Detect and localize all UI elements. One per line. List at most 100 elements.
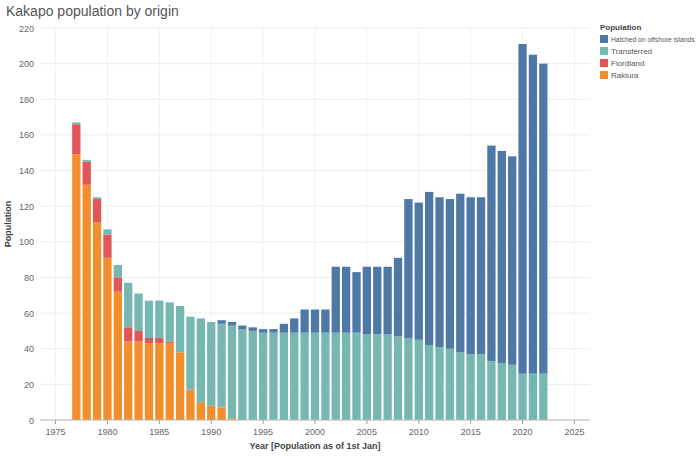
- legend-label: Hatched on offshore islands: [611, 36, 695, 43]
- x-tick: [263, 420, 264, 424]
- bar-segment: [498, 151, 506, 363]
- bar-segment: [487, 361, 495, 420]
- bar-segment: [508, 156, 516, 364]
- bar-segment: [238, 329, 246, 420]
- x-tick: [574, 420, 575, 424]
- x-tick: [470, 420, 471, 424]
- bar-segment: [145, 300, 153, 301]
- bar-segment: [93, 222, 101, 420]
- bar-segment: [166, 302, 174, 303]
- bar-segment: [383, 267, 391, 335]
- x-tick: [159, 420, 160, 424]
- bar-segment: [435, 347, 443, 420]
- bar-segment: [166, 302, 174, 341]
- x-tick-label: 1975: [46, 427, 66, 437]
- bar-segment: [280, 333, 288, 420]
- bar-segment: [363, 267, 371, 335]
- bar-segment: [383, 334, 391, 420]
- bar-segment: [311, 310, 319, 333]
- bar-segment: [300, 333, 308, 420]
- bar-segment: [93, 197, 101, 198]
- x-tick: [107, 420, 108, 424]
- y-tick-label: 140: [19, 166, 34, 176]
- bar-segment: [425, 345, 433, 420]
- bar-segment: [394, 258, 402, 336]
- bar-segment: [321, 333, 329, 420]
- bar-segment: [394, 336, 402, 420]
- bar-segment: [373, 267, 381, 335]
- bar-segment: [103, 258, 111, 420]
- bar-segment: [249, 327, 257, 331]
- bar-segment: [477, 354, 485, 420]
- bar-segment: [529, 55, 537, 374]
- bar-segment: [508, 365, 516, 420]
- bar-segment: [176, 352, 184, 420]
- legend-swatch: [600, 47, 608, 55]
- bar-segment: [332, 267, 340, 333]
- bars: [72, 44, 547, 420]
- bar-segment: [197, 318, 205, 319]
- x-tick: [418, 420, 419, 424]
- bar-segment: [186, 317, 194, 390]
- chart-title: Kakapo population by origin: [6, 3, 179, 19]
- bar-segment: [103, 229, 111, 230]
- bar-segment: [72, 122, 80, 124]
- bar-segment: [290, 318, 298, 332]
- bar-segment: [269, 329, 277, 333]
- bar-segment: [404, 338, 412, 420]
- bar-segment: [539, 374, 547, 420]
- bar-segment: [259, 333, 267, 420]
- bar-segment: [290, 333, 298, 420]
- y-tick-label: 40: [24, 344, 34, 354]
- bar-segment: [176, 306, 184, 352]
- bar-segment: [114, 264, 122, 265]
- bar-segment: [342, 333, 350, 420]
- bar-segment: [83, 160, 91, 162]
- bar-segment: [311, 333, 319, 420]
- x-tick-label: 2010: [409, 427, 429, 437]
- bar-segment: [217, 408, 225, 420]
- bar-segment: [207, 322, 215, 323]
- bar-segment: [446, 199, 454, 349]
- y-tick-label: 100: [19, 237, 34, 247]
- bar-segment: [72, 124, 80, 154]
- bar-segment: [93, 197, 101, 199]
- bar-segment: [332, 333, 340, 420]
- bar-segment: [197, 318, 205, 402]
- bar-segment: [249, 331, 257, 420]
- x-tick: [522, 420, 523, 424]
- x-tick-label: 2020: [513, 427, 533, 437]
- bar-segment: [186, 390, 194, 420]
- bar-segment: [446, 349, 454, 420]
- bar-segment: [404, 199, 412, 338]
- bar-segment: [124, 327, 132, 341]
- bar-segment: [186, 316, 194, 317]
- bar-segment: [103, 229, 111, 234]
- bar-segment: [363, 334, 371, 420]
- bar-segment: [321, 310, 329, 333]
- legend-swatch: [600, 59, 608, 67]
- bar-segment: [259, 329, 267, 333]
- bar-segment: [269, 333, 277, 420]
- bar-segment: [352, 333, 360, 420]
- bar-segment: [238, 326, 246, 330]
- bar-segment: [72, 122, 80, 123]
- bar-segment: [114, 265, 122, 277]
- y-tick-label: 60: [24, 309, 34, 319]
- legend-swatch: [600, 35, 608, 43]
- legend-title: Population: [600, 23, 641, 32]
- bar-segment: [145, 343, 153, 420]
- bar-segment: [83, 185, 91, 420]
- bar-segment: [83, 162, 91, 185]
- bar-segment: [124, 282, 132, 283]
- y-tick-label: 0: [29, 416, 34, 426]
- x-grid-line: [55, 28, 56, 420]
- bar-segment: [93, 199, 101, 222]
- bar-segment: [342, 267, 350, 333]
- bar-segment: [155, 300, 163, 301]
- bar-segment: [280, 324, 288, 333]
- x-axis-line: [40, 420, 590, 421]
- bar-segment: [72, 155, 80, 420]
- x-tick: [366, 420, 367, 424]
- bar-segment: [467, 354, 475, 420]
